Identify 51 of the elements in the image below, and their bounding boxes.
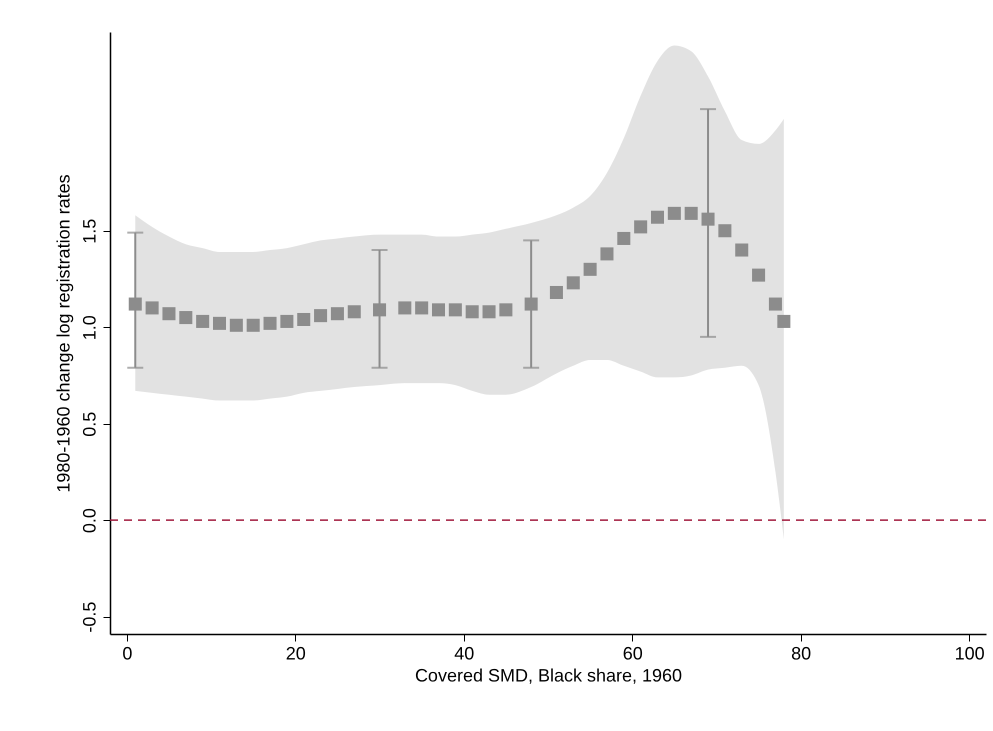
point (634, 220, 648, 234)
point (768, 298, 782, 311)
point (212, 316, 226, 330)
x-tick-label: 80 (791, 644, 812, 664)
x-tick-label: 100 (954, 644, 985, 664)
point (702, 212, 715, 226)
point (330, 307, 344, 320)
point (499, 303, 512, 316)
y-tick-label: 1.5 (80, 218, 100, 244)
point (264, 316, 277, 330)
point (600, 247, 614, 260)
x-tick-label: 20 (286, 644, 306, 664)
point (348, 305, 361, 318)
point (398, 301, 412, 314)
point (482, 305, 496, 318)
point (146, 301, 159, 314)
point (466, 305, 479, 318)
x-tick-label: 0 (122, 644, 132, 664)
point (777, 314, 790, 328)
x-axis-title: Covered SMD, Black share, 1960 (414, 666, 682, 686)
y-tick-label: 0.5 (80, 412, 100, 437)
point (684, 206, 698, 220)
point (230, 318, 243, 332)
point (162, 307, 176, 320)
y-tick-label: -0.5 (80, 602, 100, 633)
point (179, 311, 192, 324)
point (448, 303, 462, 316)
point (650, 210, 664, 224)
y-tick-label: 1.0 (80, 315, 100, 340)
point (415, 301, 428, 314)
point (735, 244, 748, 257)
point (584, 262, 597, 276)
point (432, 303, 446, 316)
x-tick-label: 40 (454, 644, 474, 664)
point (196, 314, 210, 328)
point (617, 232, 630, 245)
point (314, 309, 328, 322)
y-tick-label: 0.0 (80, 508, 100, 534)
point (752, 268, 766, 282)
point (373, 303, 386, 316)
y-axis-title: 1980-1960 change log registration rates (54, 174, 74, 493)
point (566, 276, 580, 290)
x-tick-label: 60 (622, 644, 643, 664)
point (550, 286, 563, 299)
point (524, 298, 538, 311)
point (668, 206, 681, 220)
point (128, 298, 142, 311)
point (718, 224, 732, 238)
point (297, 312, 310, 326)
point (246, 318, 260, 332)
point (280, 314, 294, 328)
